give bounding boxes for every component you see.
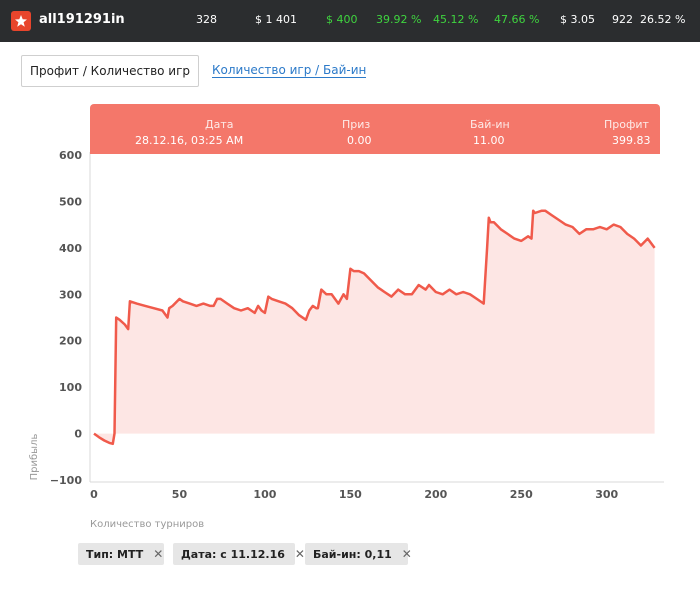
header-stat-1: $ 1 401 — [255, 13, 297, 26]
x-tick-label: 300 — [595, 488, 618, 501]
y-tick-label: 500 — [59, 195, 82, 208]
header-stat-6: $ 3.05 — [560, 13, 595, 26]
filter-chip-date[interactable]: Дата: с 11.12.16 ✕ — [173, 543, 305, 565]
x-tick-label: 50 — [172, 488, 188, 501]
header-stat-8: 26.52 % — [640, 13, 686, 26]
tooltip-buyin-label: Бай-ин — [470, 118, 510, 131]
tooltip-profit-value: 399.83 — [612, 134, 651, 147]
header-stat-0: 328 — [196, 13, 217, 26]
x-tick-label: 150 — [339, 488, 362, 501]
pokerstars-logo-icon — [11, 11, 31, 31]
x-axis-label: Количество турниров — [90, 519, 204, 530]
series-line — [93, 209, 656, 446]
y-tick-label: −100 — [50, 474, 83, 487]
close-icon[interactable]: ✕ — [294, 547, 305, 561]
y-tick-label: 300 — [59, 288, 82, 301]
y-tick-label: 600 — [59, 149, 82, 162]
tooltip-date-label: Дата — [205, 118, 234, 131]
x-tick-label: 0 — [90, 488, 98, 501]
tooltip-profit-label: Профит — [604, 118, 649, 131]
header-stat-4: 45.12 % — [433, 13, 479, 26]
tab-profit-by-games[interactable]: Профит / Количество игр — [21, 55, 199, 87]
x-tick-label: 250 — [510, 488, 533, 501]
username[interactable]: all191291in — [39, 12, 125, 27]
close-icon[interactable]: ✕ — [401, 547, 412, 561]
y-axis-label: Прибыль — [29, 434, 40, 481]
y-tick-label: 100 — [59, 381, 82, 394]
filter-chip-label: Бай-ин: 0,11 — [313, 548, 392, 561]
y-tick-label: 200 — [59, 335, 82, 348]
series-area — [94, 210, 655, 444]
x-tick-label: 200 — [424, 488, 447, 501]
filter-chip-buyin[interactable]: Бай-ин: 0,11 ✕ — [305, 543, 412, 565]
header-stat-2: $ 400 — [326, 13, 358, 26]
filter-chip-label: Тип: MTT — [86, 548, 144, 561]
x-tick-label: 100 — [253, 488, 276, 501]
close-icon[interactable]: ✕ — [153, 547, 164, 561]
top-bar: all191291in 328 $ 1 401 $ 400 39.92 % 45.12 … — [0, 0, 700, 42]
header-stat-3: 39.92 % — [376, 13, 422, 26]
header-stat-7: 922 — [612, 13, 633, 26]
tooltip-date-value: 28.12.16, 03:25 AM — [135, 134, 244, 147]
filter-chip-type[interactable]: Тип: MTT ✕ — [78, 543, 164, 565]
tab-games-by-buyin[interactable]: Количество игр / Бай-ин — [212, 63, 367, 78]
tooltip-prize-value: 0.00 — [347, 134, 372, 147]
y-tick-label: 400 — [59, 242, 82, 255]
chart-tooltip: Дата 28.12.16, 03:25 AM Приз 0.00 Бай-ин… — [90, 104, 660, 154]
filter-chip-label: Дата: с 11.12.16 — [181, 548, 285, 561]
tooltip-prize-label: Приз — [342, 118, 371, 131]
tooltip-buyin-value: 11.00 — [473, 134, 505, 147]
header-stat-5: 47.66 % — [494, 13, 540, 26]
y-tick-label: 0 — [74, 428, 82, 441]
